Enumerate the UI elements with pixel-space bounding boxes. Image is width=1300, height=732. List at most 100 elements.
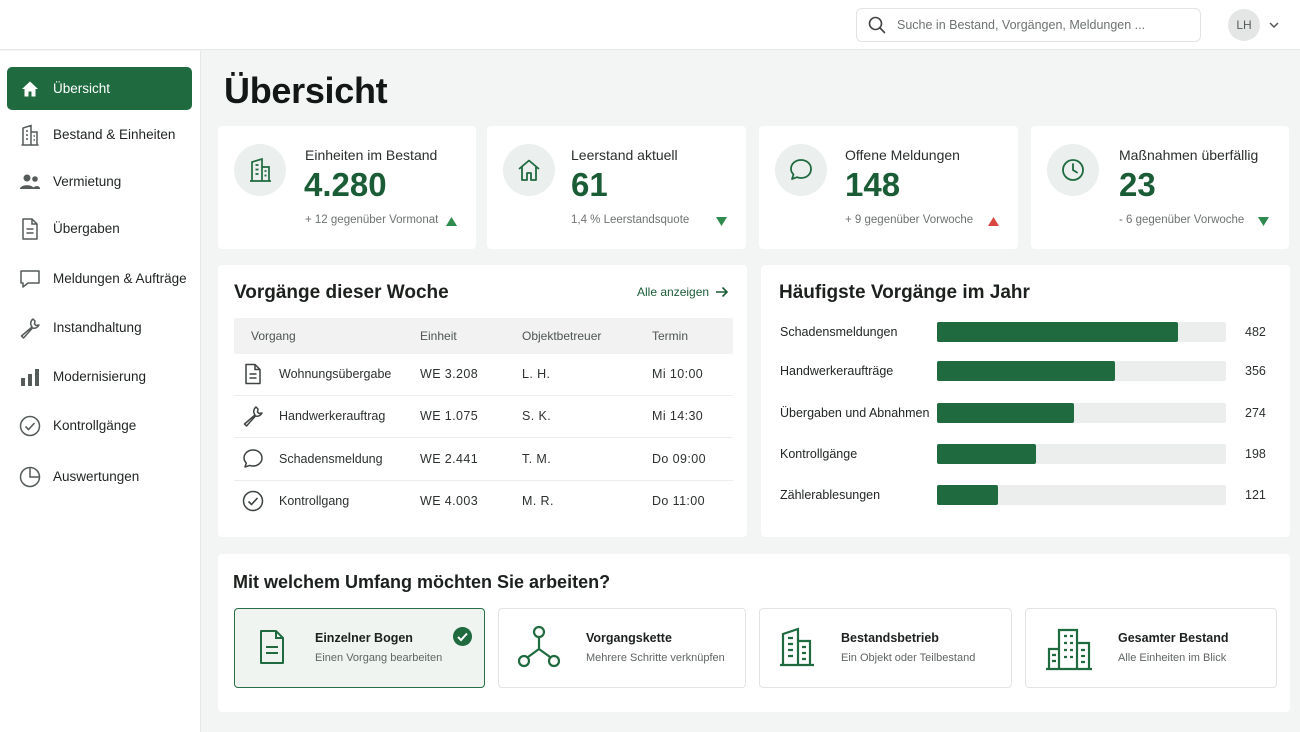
home-icon — [503, 144, 555, 196]
scope-option-vorgangskette[interactable]: Vorgangskette Mehrere Schritte verknüpfe… — [498, 608, 746, 688]
sidebar-item-instandhaltung[interactable]: Instandhaltung — [7, 306, 192, 349]
bar-value: 121 — [1245, 488, 1266, 502]
table-row[interactable]: Handwerkerauftrag WE 1.075 S. K. Mi 14:3… — [234, 396, 733, 438]
bar-fill — [937, 485, 998, 505]
top-bar: LH — [0, 0, 1300, 50]
cell-termin: Mi 10:00 — [652, 367, 704, 381]
bar-value: 482 — [1245, 325, 1266, 339]
bar-fill — [937, 361, 1115, 381]
sidebar-item-bestand[interactable]: Bestand & Einheiten — [7, 113, 192, 156]
scope-title: Einzelner Bogen — [315, 631, 413, 645]
show-all-link[interactable]: Alle anzeigen — [637, 285, 729, 299]
search-input[interactable] — [897, 18, 1200, 32]
scope-title: Vorgangskette — [586, 631, 672, 645]
bar-track — [937, 361, 1226, 381]
kpi-card-units[interactable]: Einheiten im Bestand 4.280 + 12 gegenübe… — [218, 126, 476, 249]
chevron-down-icon[interactable] — [1268, 18, 1280, 36]
table-row[interactable]: Wohnungsübergabe WE 3.208 L. H. Mi 10:00 — [234, 354, 733, 396]
building-icon — [7, 123, 53, 146]
cell-betreuer: S. K. — [522, 409, 552, 423]
check-circle-icon — [242, 490, 264, 517]
scope-option-gesamter-bestand[interactable]: Gesamter Bestand Alle Einheiten im Blick — [1025, 608, 1277, 688]
kpi-trend: 1,4 % Leerstandsquote — [571, 214, 690, 226]
bar-fill — [937, 444, 1036, 464]
clock-icon — [1047, 144, 1099, 196]
building-icon — [234, 144, 286, 196]
sidebar-item-label: Vermietung — [53, 174, 122, 189]
sidebar-item-uebersicht[interactable]: Übersicht — [7, 67, 192, 110]
city-icon — [1044, 625, 1094, 676]
check-circle-icon — [453, 627, 472, 646]
sidebar-item-kontrollgaenge[interactable]: Kontrollgänge — [7, 404, 192, 447]
users-icon — [7, 173, 53, 191]
scope-subtitle: Einen Vorgang bearbeiten — [315, 652, 443, 664]
kpi-value: 61 — [571, 166, 608, 203]
section-title: Häufigste Vorgänge im Jahr — [779, 282, 1030, 303]
cell-betreuer: M. R. — [522, 494, 554, 508]
scope-subtitle: Mehrere Schritte verknüpfen — [586, 652, 725, 664]
message-icon — [7, 269, 53, 289]
check-circle-icon — [7, 415, 53, 437]
kpi-card-overdue[interactable]: Maßnahmen überfällig 23 - 6 gegenüber Vo… — [1031, 126, 1289, 249]
pie-chart-icon — [7, 466, 53, 488]
table-header: Vorgang Einheit Objektbetreuer Termin — [234, 318, 733, 354]
scope-card: Mit welchem Umfang möchten Sie arbeiten?… — [218, 554, 1290, 712]
cell-einheit: WE 3.208 — [420, 367, 479, 381]
home-icon — [7, 79, 53, 99]
bar-track — [937, 322, 1226, 342]
cell-vorgang: Wohnungsübergabe — [279, 367, 392, 381]
sidebar-item-meldungen[interactable]: Meldungen & Aufträge — [7, 257, 192, 300]
kpi-label: Offene Meldungen — [845, 147, 960, 163]
bar-value: 274 — [1245, 406, 1266, 420]
kpi-label: Leerstand aktuell — [571, 147, 678, 163]
sidebar-item-auswertungen[interactable]: Auswertungen — [7, 455, 192, 498]
sidebar-item-label: Kontrollgänge — [53, 418, 137, 433]
search-box[interactable] — [856, 8, 1201, 42]
cell-termin: Do 09:00 — [652, 452, 706, 466]
column-header: Objektbetreuer — [522, 329, 602, 343]
cell-einheit: WE 4.003 — [420, 494, 479, 508]
kpi-label: Maßnahmen überfällig — [1119, 147, 1259, 163]
sidebar-item-vermietung[interactable]: Vermietung — [7, 160, 192, 203]
sidebar-item-modernisierung[interactable]: Modernisierung — [7, 355, 192, 398]
trend-up-icon — [446, 217, 457, 226]
document-icon — [7, 217, 53, 240]
cell-termin: Mi 14:30 — [652, 409, 704, 423]
sidebar-item-label: Bestand & Einheiten — [53, 127, 176, 142]
scope-subtitle: Ein Objekt oder Teilbestand — [841, 652, 976, 664]
show-all-label: Alle anzeigen — [637, 285, 710, 299]
bar-label: Handwerkeraufträge — [780, 364, 894, 378]
bar-fill — [937, 322, 1178, 342]
table-row[interactable]: Schadensmeldung WE 2.441 T. M. Do 09:00 — [234, 439, 733, 481]
trend-up-icon — [988, 217, 999, 226]
sidebar-item-label: Instandhaltung — [53, 320, 142, 335]
bar-track — [937, 485, 1226, 505]
scope-option-bestandsbetrieb[interactable]: Bestandsbetrieb Ein Objekt oder Teilbest… — [759, 608, 1012, 688]
cell-betreuer: L. H. — [522, 367, 551, 381]
bar-label: Zählerablesungen — [780, 488, 881, 502]
week-tasks-card: Vorgänge dieser Woche Alle anzeigen Vorg… — [218, 265, 747, 537]
sidebar-item-label: Meldungen & Aufträge — [53, 271, 187, 286]
bar-track — [937, 403, 1226, 423]
table-row[interactable]: Kontrollgang WE 4.003 M. R. Do 11:00 — [234, 481, 733, 523]
sidebar-item-label: Modernisierung — [53, 369, 147, 384]
cell-vorgang: Schadensmeldung — [279, 452, 383, 466]
sidebar-item-uebergaben[interactable]: Übergaben — [7, 207, 192, 250]
message-icon — [775, 144, 827, 196]
scope-option-einzelner-bogen[interactable]: Einzelner Bogen Einen Vorgang bearbeiten — [234, 608, 485, 688]
section-title: Mit welchem Umfang möchten Sie arbeiten? — [233, 572, 611, 592]
trend-down-icon — [1258, 217, 1269, 226]
avatar[interactable]: LH — [1228, 9, 1260, 41]
sidebar-item-label: Übersicht — [53, 81, 111, 96]
document-icon — [242, 363, 264, 390]
bar-chart-icon — [7, 367, 53, 387]
sidebar: Übersicht Bestand & Einheiten Vermietung… — [0, 51, 201, 732]
scope-title: Gesamter Bestand — [1118, 631, 1229, 645]
kpi-card-reports[interactable]: Offene Meldungen 148 + 9 gegenüber Vorwo… — [759, 126, 1018, 249]
kpi-card-vacancy[interactable]: Leerstand aktuell 61 1,4 % Leerstandsquo… — [487, 126, 746, 249]
column-header: Termin — [652, 329, 689, 343]
cell-einheit: WE 2.441 — [420, 452, 479, 466]
kpi-value: 23 — [1119, 166, 1156, 203]
column-header: Einheit — [420, 329, 457, 343]
wrench-icon — [242, 405, 264, 432]
